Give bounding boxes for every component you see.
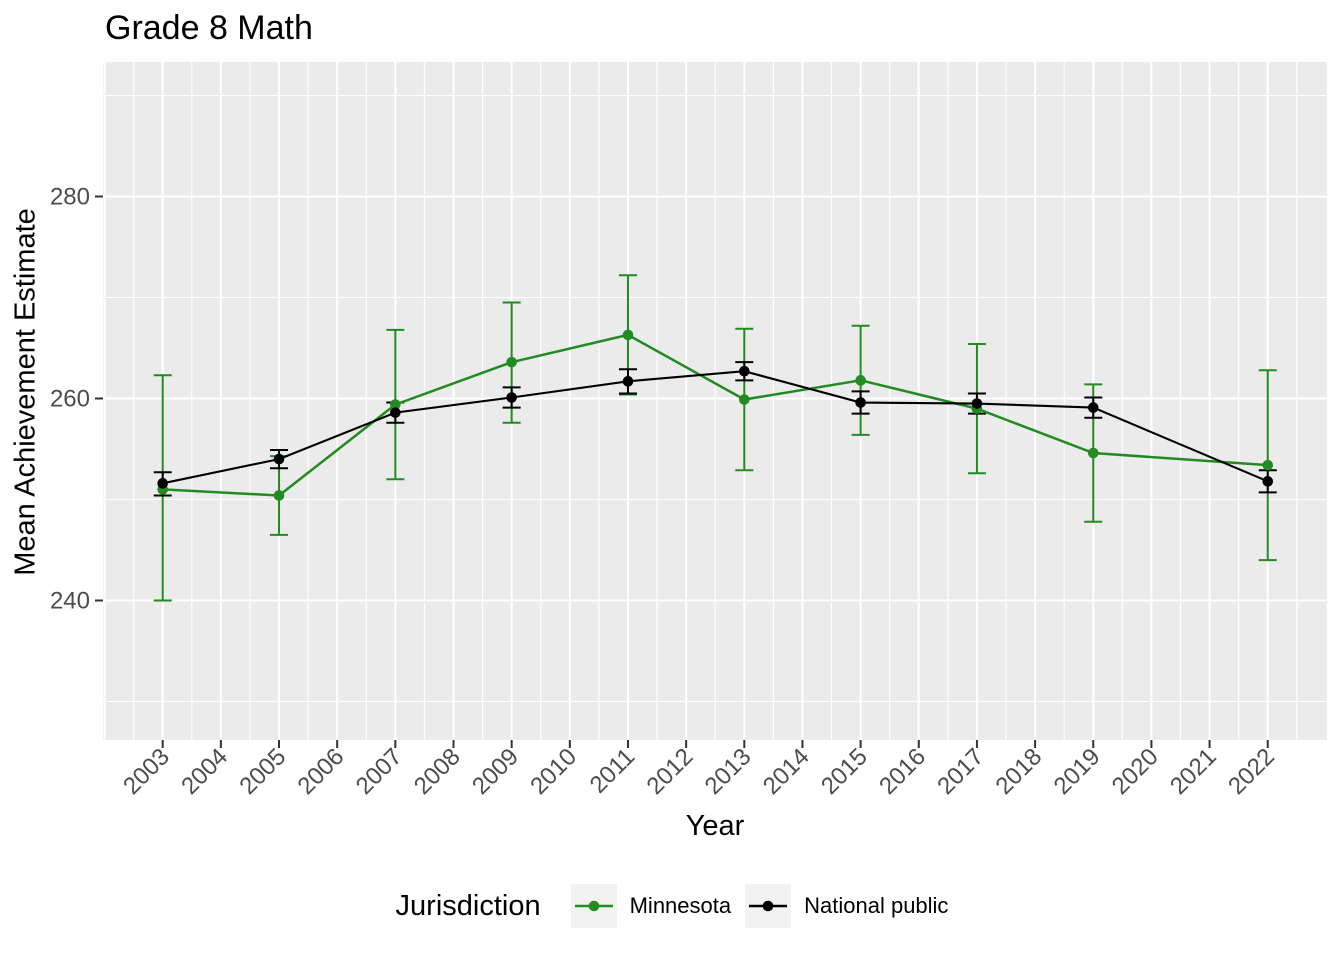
data-point-1 [1262, 476, 1274, 487]
y-axis-title: Mean Achievement Estimate [9, 208, 42, 576]
x-tick-label: 2012 [642, 743, 699, 800]
data-point-0 [622, 329, 634, 341]
legend-title: Jurisdiction [395, 889, 541, 922]
data-point-0 [1262, 459, 1274, 471]
y-tick-label: 260 [50, 386, 90, 413]
x-tick-label: 2009 [467, 743, 524, 800]
data-point-1 [390, 407, 401, 418]
x-tick-label: 2013 [700, 743, 757, 800]
data-point-1 [157, 478, 168, 489]
x-tick-label: 2021 [1165, 743, 1222, 800]
legend-key-point [762, 900, 774, 912]
x-tick-label: 2019 [1049, 743, 1106, 800]
legend-key-point [588, 900, 599, 912]
legend-label-national-public: National public [804, 893, 949, 918]
x-tick-label: 2010 [525, 743, 582, 800]
data-point-0 [273, 490, 285, 501]
data-point-0 [506, 356, 517, 368]
data-point-1 [971, 398, 983, 409]
x-tick-label: 2016 [874, 743, 931, 800]
data-point-1 [855, 397, 866, 408]
data-point-1 [622, 376, 634, 387]
legend-item-minnesota: Minnesota [570, 884, 732, 928]
x-axis-title: Year [685, 810, 745, 842]
series-line-1 [162, 370, 1269, 485]
data-point-1 [273, 453, 285, 465]
data-point-0 [1087, 447, 1099, 459]
data-point-0 [739, 394, 750, 405]
x-tick-label: 2022 [1223, 743, 1280, 800]
legend-item-national-public: National public [745, 884, 948, 928]
data-point-0 [390, 399, 401, 410]
legend-label-minnesota: Minnesota [629, 893, 732, 918]
data-point-1 [739, 365, 750, 377]
x-tick-label: 2008 [409, 743, 466, 800]
x-tick-label: 2015 [816, 743, 873, 800]
x-tick-label: 2007 [351, 743, 408, 800]
legend: Jurisdiction Minnesota National public [0, 882, 1344, 930]
chart-title: Grade 8 Math [105, 9, 313, 47]
y-tick-label: 280 [50, 184, 90, 211]
x-tick-label: 2011 [585, 743, 641, 799]
x-tick-label: 2003 [118, 743, 175, 800]
data-point-0 [855, 375, 866, 386]
series-line-0 [162, 333, 1268, 497]
data-point-1 [506, 392, 517, 403]
x-tick-label: 2014 [758, 743, 815, 800]
legend-key-minnesota-icon [570, 884, 617, 928]
legend-key-national-public-icon [745, 884, 792, 928]
data-point-1 [1087, 402, 1099, 413]
x-tick-label: 2006 [293, 743, 350, 800]
x-tick-label: 2017 [932, 743, 989, 800]
x-tick-label: 2005 [234, 743, 291, 800]
x-tick-label: 2020 [1107, 743, 1164, 800]
y-tick-label: 240 [50, 588, 90, 615]
x-tick-label: 2004 [176, 743, 233, 800]
x-tick-label: 2018 [990, 743, 1047, 800]
